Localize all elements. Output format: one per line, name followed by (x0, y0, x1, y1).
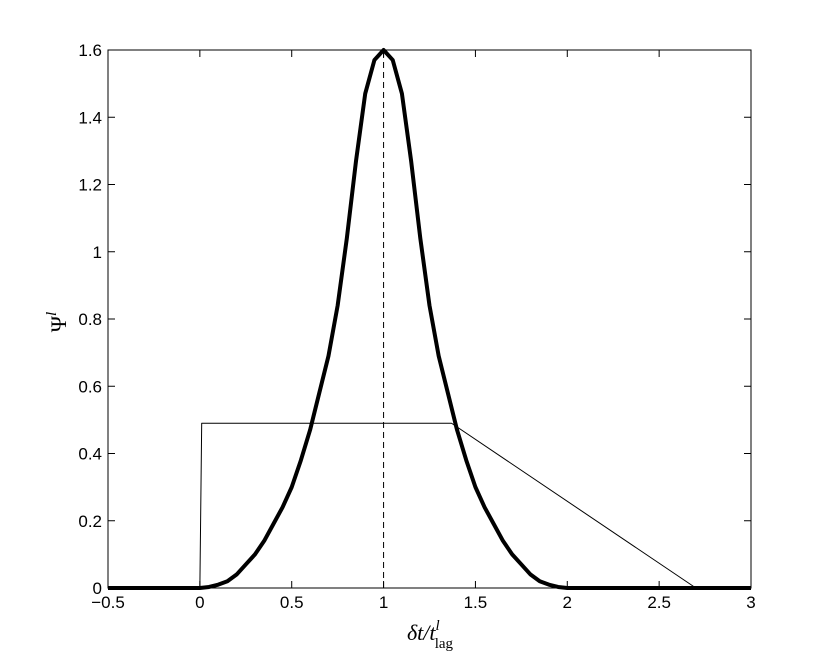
y-tick-label: 0.8 (78, 310, 102, 329)
x-tick-label: 2 (563, 593, 572, 612)
y-tick-label: 1.2 (78, 176, 102, 195)
x-tick-label: 1.5 (464, 593, 488, 612)
y-label-base: Ψ (46, 315, 71, 332)
y-tick-label: 0.6 (78, 377, 102, 396)
y-tick-label: 0 (93, 579, 102, 598)
y-tick-label: 1.6 (78, 41, 102, 60)
y-tick-label: 0.2 (78, 512, 102, 531)
x-tick-label: 3 (746, 593, 755, 612)
x-label-sup: l (436, 618, 440, 634)
x-tick-label: 2.5 (647, 593, 671, 612)
y-tick-label: 1 (93, 243, 102, 262)
x-label-sub: lag (435, 636, 454, 652)
plot-area (108, 50, 751, 588)
y-axis-label: Ψl (44, 312, 71, 332)
x-tick-label: 0 (195, 593, 204, 612)
x-axis-label: δt/tl lag (407, 618, 454, 652)
y-label-sup: l (44, 312, 60, 316)
x-tick-label: 0.5 (280, 593, 304, 612)
y-tick-label: 0.4 (78, 445, 102, 464)
y-tick-label: 1.4 (78, 108, 102, 127)
x-tick-label: −0.5 (91, 593, 125, 612)
axes-frame (107, 49, 752, 589)
x-label-base: δt/t (407, 620, 436, 645)
x-tick-label: 1 (379, 593, 388, 612)
